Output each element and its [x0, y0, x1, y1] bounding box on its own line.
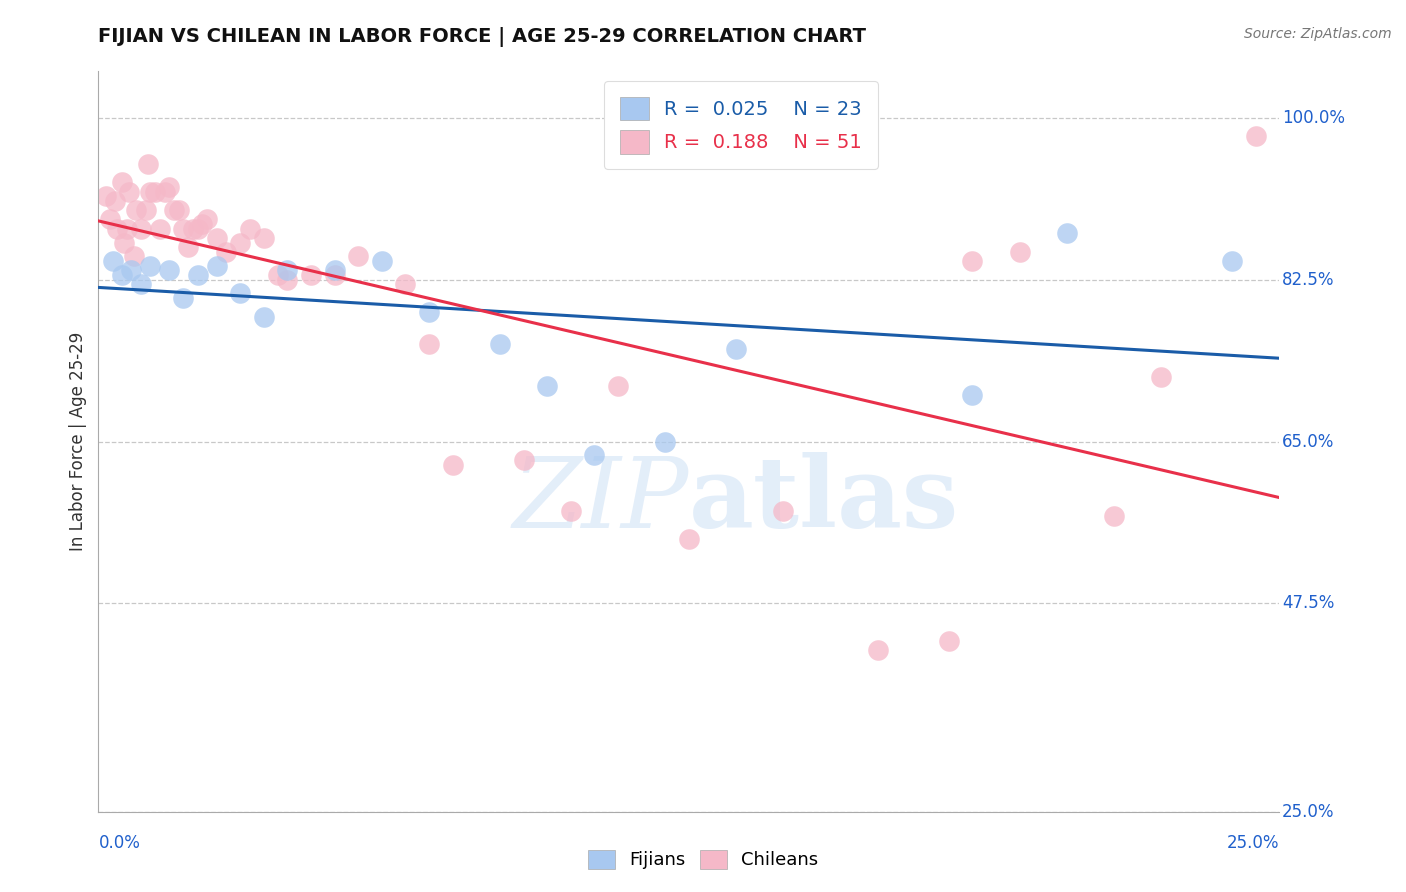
- Text: 25.0%: 25.0%: [1282, 803, 1334, 821]
- Point: [229, 286, 252, 301]
- Y-axis label: In Labor Force | Age 25-29: In Labor Force | Age 25-29: [69, 332, 87, 551]
- Point: [418, 305, 440, 319]
- Point: [536, 379, 558, 393]
- Point: [101, 254, 124, 268]
- Point: [1102, 508, 1125, 523]
- Point: [938, 633, 960, 648]
- Point: [167, 203, 190, 218]
- Point: [153, 185, 176, 199]
- Text: ZIP: ZIP: [513, 453, 689, 549]
- Point: [121, 263, 143, 277]
- Point: [172, 291, 194, 305]
- Point: [1244, 129, 1267, 144]
- Point: [253, 231, 276, 245]
- Point: [205, 231, 228, 245]
- Point: [678, 532, 700, 546]
- Point: [157, 180, 180, 194]
- Point: [583, 449, 606, 463]
- Point: [177, 240, 200, 254]
- Point: [111, 268, 134, 282]
- Point: [115, 221, 138, 235]
- Point: [489, 337, 512, 351]
- Point: [187, 221, 209, 235]
- Point: [143, 185, 166, 199]
- Point: [118, 185, 141, 199]
- Point: [215, 244, 238, 259]
- Point: [129, 277, 152, 292]
- Text: 0.0%: 0.0%: [98, 834, 141, 852]
- Point: [229, 235, 252, 250]
- Point: [1056, 227, 1078, 241]
- Point: [560, 504, 582, 518]
- Point: [195, 212, 218, 227]
- Point: [962, 388, 984, 402]
- Point: [136, 157, 159, 171]
- Point: [157, 263, 180, 277]
- Text: FIJIAN VS CHILEAN IN LABOR FORCE | AGE 25-29 CORRELATION CHART: FIJIAN VS CHILEAN IN LABOR FORCE | AGE 2…: [98, 27, 866, 46]
- Point: [94, 189, 117, 203]
- Point: [323, 268, 346, 282]
- Point: [105, 221, 128, 235]
- Point: [347, 250, 370, 264]
- Point: [253, 310, 276, 324]
- Text: 65.0%: 65.0%: [1282, 433, 1334, 450]
- Point: [299, 268, 322, 282]
- Legend: R =  0.025    N = 23, R =  0.188    N = 51: R = 0.025 N = 23, R = 0.188 N = 51: [605, 81, 877, 169]
- Point: [172, 221, 194, 235]
- Point: [725, 342, 748, 356]
- Text: Source: ZipAtlas.com: Source: ZipAtlas.com: [1244, 27, 1392, 41]
- Point: [205, 259, 228, 273]
- Point: [181, 221, 204, 235]
- Point: [98, 212, 121, 227]
- Point: [129, 221, 152, 235]
- Point: [112, 235, 135, 250]
- Point: [135, 203, 157, 218]
- Point: [441, 458, 464, 472]
- Point: [239, 221, 262, 235]
- Legend: Fijians, Chileans: Fijians, Chileans: [578, 840, 828, 879]
- Point: [866, 642, 889, 657]
- Point: [772, 504, 794, 518]
- Point: [191, 217, 214, 231]
- Point: [149, 221, 172, 235]
- Point: [323, 263, 346, 277]
- Point: [1220, 254, 1243, 268]
- Point: [139, 185, 162, 199]
- Text: atlas: atlas: [689, 452, 959, 549]
- Point: [104, 194, 127, 208]
- Point: [163, 203, 186, 218]
- Point: [371, 254, 394, 268]
- Point: [139, 259, 162, 273]
- Point: [122, 250, 145, 264]
- Point: [267, 268, 290, 282]
- Point: [607, 379, 630, 393]
- Point: [111, 175, 134, 190]
- Text: 47.5%: 47.5%: [1282, 594, 1334, 613]
- Point: [654, 434, 676, 449]
- Point: [512, 453, 534, 467]
- Point: [418, 337, 440, 351]
- Point: [276, 272, 298, 286]
- Point: [394, 277, 416, 292]
- Point: [1008, 244, 1031, 259]
- Text: 82.5%: 82.5%: [1282, 270, 1334, 289]
- Point: [187, 268, 209, 282]
- Text: 100.0%: 100.0%: [1282, 109, 1344, 127]
- Point: [1150, 369, 1173, 384]
- Point: [962, 254, 984, 268]
- Point: [125, 203, 148, 218]
- Point: [276, 263, 298, 277]
- Text: 25.0%: 25.0%: [1227, 834, 1279, 852]
